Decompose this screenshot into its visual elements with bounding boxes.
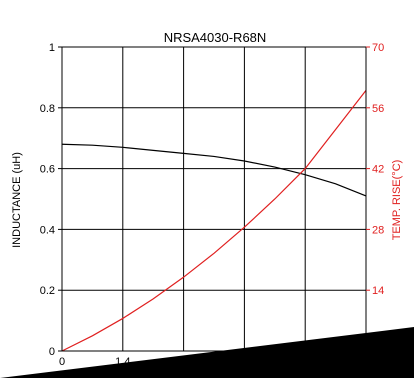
y-axis-label: INDUCTANCE (uH) <box>11 152 23 248</box>
occluder-shape <box>0 327 414 378</box>
y2-axis-label: TEMP. RISE(°C) <box>391 160 403 241</box>
y-tick-label: 0.2 <box>40 285 55 297</box>
y-tick-label: 0.4 <box>40 224 55 236</box>
y-tick-label: 0.6 <box>40 164 55 176</box>
plot-frame <box>61 46 367 352</box>
y2-tick-label: 70 <box>372 42 384 54</box>
y2-tick-label: 56 <box>372 103 384 115</box>
inductance-line <box>61 143 367 197</box>
y-tick-label: 0.8 <box>40 103 55 115</box>
y2-tick-label: 14 <box>372 285 384 297</box>
grid-layer <box>62 47 366 351</box>
y2-tick-label: 28 <box>372 224 384 236</box>
chart-title: NRSA4030-R68N <box>164 30 267 45</box>
x-tick-label: 0 <box>59 356 65 368</box>
y2-tick-label: 42 <box>372 164 384 176</box>
series-layer <box>61 90 367 352</box>
y-tick-label: 0 <box>49 346 55 358</box>
y-tick-label: 1 <box>49 42 55 54</box>
temp-rise-line <box>61 90 367 352</box>
